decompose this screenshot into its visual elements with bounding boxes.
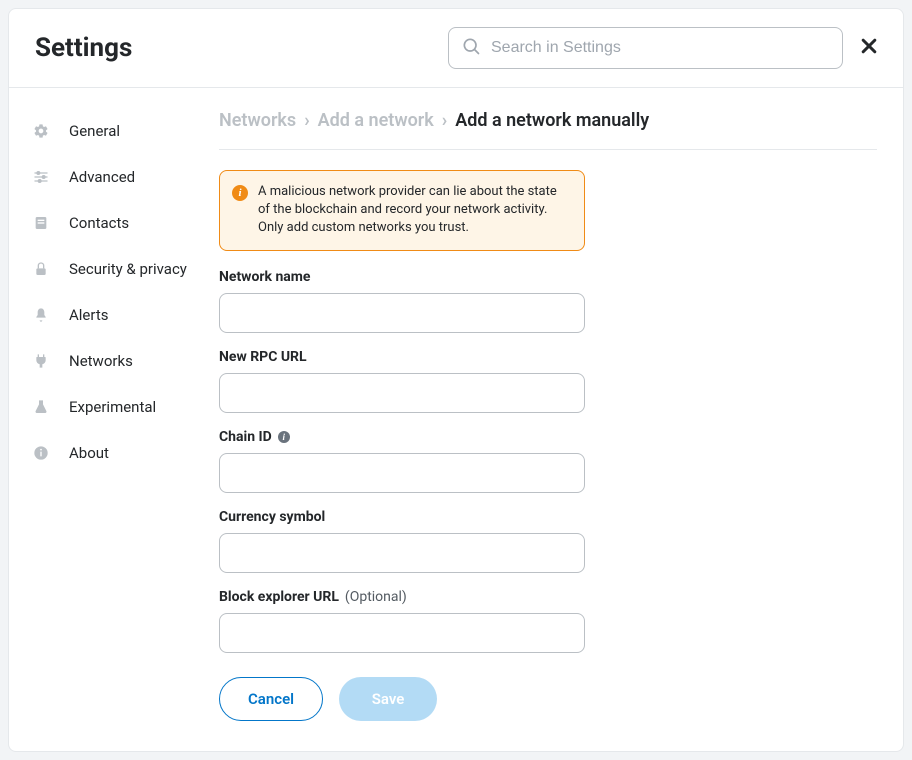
chevron-right-icon: › <box>442 110 447 131</box>
field-rpc-url: New RPC URL <box>219 349 877 413</box>
lock-icon <box>29 261 53 277</box>
field-label: New RPC URL <box>219 349 877 365</box>
sidebar-item-label: Networks <box>69 352 133 370</box>
body: General Advanced Contacts Security & pri… <box>9 88 903 751</box>
divider <box>219 149 877 150</box>
form-actions: Cancel Save <box>219 677 877 721</box>
field-label: Chain ID i <box>219 429 877 445</box>
close-icon <box>859 36 879 60</box>
contact-icon <box>29 215 53 231</box>
save-button[interactable]: Save <box>339 677 437 721</box>
rpc-url-input[interactable] <box>219 373 585 413</box>
sidebar-item-contacts[interactable]: Contacts <box>29 200 219 246</box>
close-button[interactable] <box>859 36 879 60</box>
field-label: Block explorer URL (Optional) <box>219 589 877 605</box>
sidebar-item-advanced[interactable]: Advanced <box>29 154 219 200</box>
search-input[interactable] <box>491 39 830 57</box>
cancel-button[interactable]: Cancel <box>219 677 323 721</box>
warning-text: A malicious network provider can lie abo… <box>258 183 568 238</box>
chain-id-input[interactable] <box>219 453 585 493</box>
breadcrumb-networks[interactable]: Networks <box>219 110 296 131</box>
chevron-right-icon: › <box>304 110 309 131</box>
block-explorer-label-text: Block explorer URL <box>219 589 339 605</box>
sidebar-item-security[interactable]: Security & privacy <box>29 246 219 292</box>
sidebar-item-about[interactable]: About <box>29 430 219 476</box>
sidebar-item-networks[interactable]: Networks <box>29 338 219 384</box>
sliders-icon <box>29 169 53 185</box>
field-chain-id: Chain ID i <box>219 429 877 493</box>
sidebar-item-label: Advanced <box>69 168 135 186</box>
sidebar-item-experimental[interactable]: Experimental <box>29 384 219 430</box>
main-content: Networks › Add a network › Add a network… <box>219 88 903 751</box>
info-icon <box>29 445 53 461</box>
settings-panel: Settings General <box>8 8 904 752</box>
warning-info-icon: i <box>232 185 248 201</box>
plug-icon <box>29 353 53 369</box>
field-label: Currency symbol <box>219 509 877 525</box>
bell-icon <box>29 307 53 323</box>
warning-banner: i A malicious network provider can lie a… <box>219 170 585 251</box>
field-currency-symbol: Currency symbol <box>219 509 877 573</box>
sidebar-item-label: Security & privacy <box>69 260 187 278</box>
block-explorer-input[interactable] <box>219 613 585 653</box>
field-label: Network name <box>219 269 877 285</box>
sidebar-item-general[interactable]: General <box>29 108 219 154</box>
header: Settings <box>9 9 903 88</box>
sidebar-item-label: Alerts <box>69 306 109 324</box>
sidebar-item-label: About <box>69 444 109 462</box>
breadcrumb: Networks › Add a network › Add a network… <box>219 110 877 131</box>
chain-id-label-text: Chain ID <box>219 429 272 445</box>
gear-icon <box>29 123 53 139</box>
info-tooltip-icon[interactable]: i <box>278 431 290 443</box>
page-title: Settings <box>35 33 132 63</box>
sidebar-item-label: General <box>69 122 120 140</box>
currency-symbol-input[interactable] <box>219 533 585 573</box>
sidebar-item-alerts[interactable]: Alerts <box>29 292 219 338</box>
breadcrumb-current: Add a network manually <box>455 110 649 131</box>
search-icon <box>461 36 481 60</box>
sidebar-item-label: Contacts <box>69 214 129 232</box>
network-name-input[interactable] <box>219 293 585 333</box>
search-field[interactable] <box>448 27 843 69</box>
optional-hint: (Optional) <box>345 589 407 605</box>
sidebar: General Advanced Contacts Security & pri… <box>9 88 219 751</box>
field-network-name: Network name <box>219 269 877 333</box>
breadcrumb-add-network[interactable]: Add a network <box>318 110 434 131</box>
sidebar-item-label: Experimental <box>69 398 156 416</box>
field-block-explorer: Block explorer URL (Optional) <box>219 589 877 653</box>
flask-icon <box>29 399 53 415</box>
